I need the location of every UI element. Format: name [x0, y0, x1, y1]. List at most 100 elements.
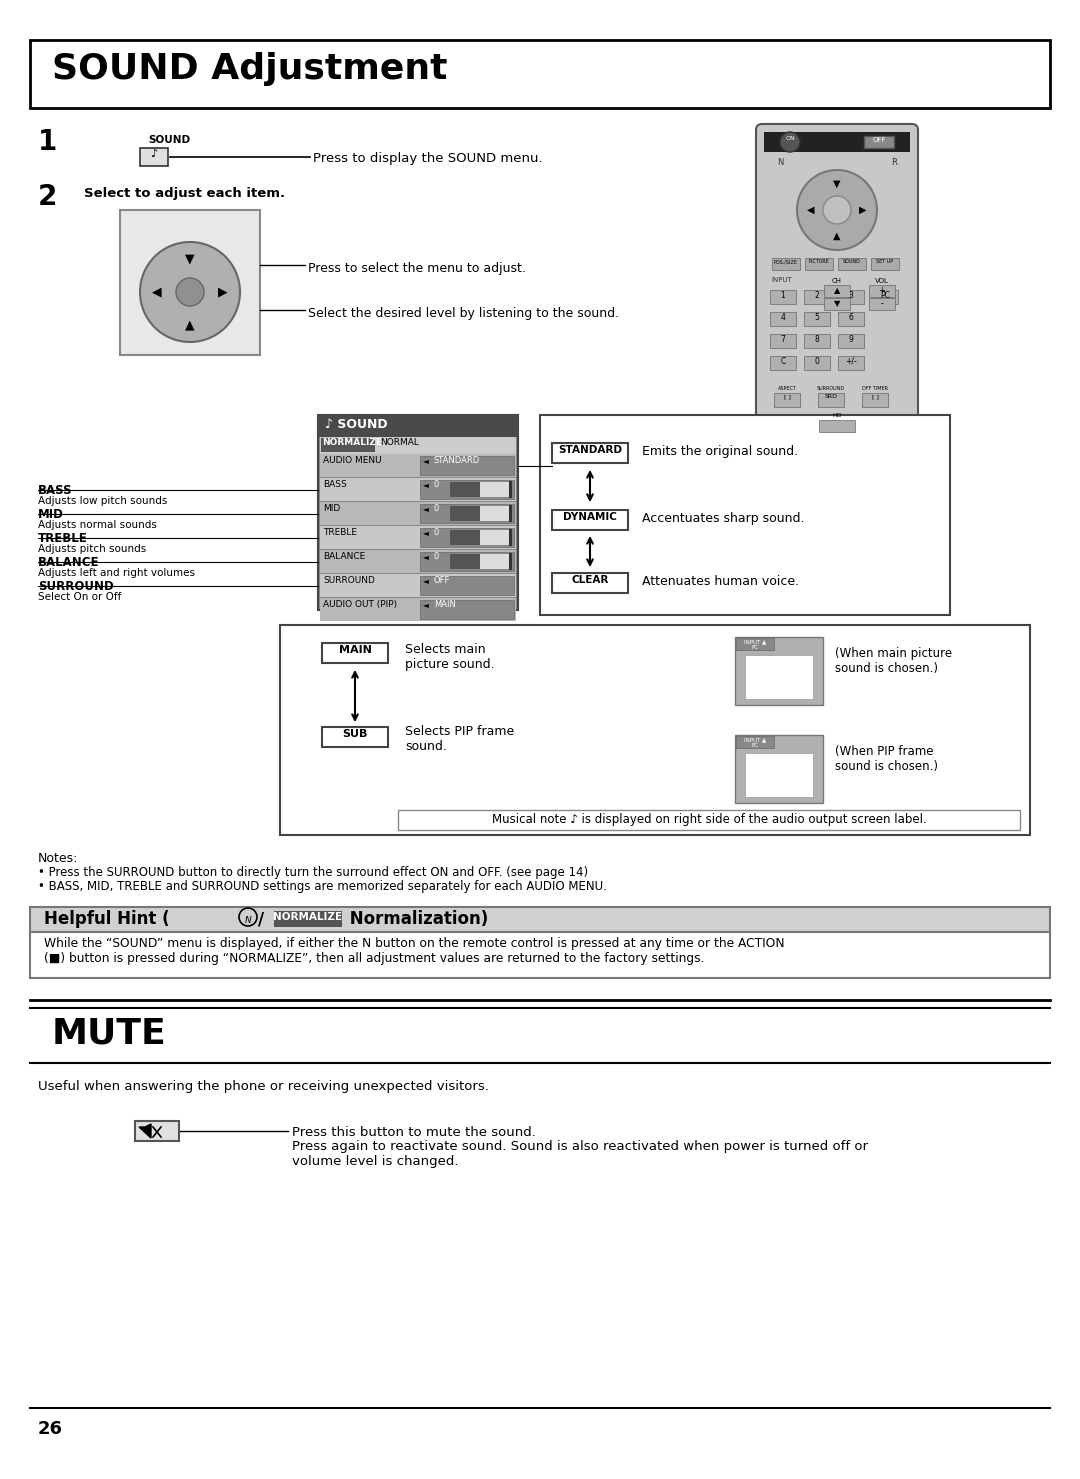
Text: ASPECT: ASPECT: [778, 386, 796, 390]
Text: MUTE: MUTE: [52, 1016, 166, 1050]
Text: 0: 0: [434, 481, 440, 490]
Bar: [320, 598, 516, 621]
Bar: [770, 334, 796, 348]
Text: MID: MID: [38, 507, 64, 521]
Text: CH: CH: [832, 278, 842, 284]
Text: [ ]: [ ]: [784, 393, 791, 399]
Circle shape: [176, 278, 204, 306]
Text: 6: 6: [849, 314, 853, 322]
Bar: [824, 297, 850, 311]
Text: ◄: ◄: [423, 552, 429, 561]
Text: 1: 1: [38, 129, 57, 155]
Bar: [30, 932, 1050, 978]
Text: Attenuates human voice.: Attenuates human voice.: [642, 575, 799, 589]
Bar: [869, 285, 895, 297]
Bar: [838, 312, 864, 325]
Text: Press this button to mute the sound.: Press this button to mute the sound.: [292, 1126, 536, 1139]
Text: • Press the SURROUND button to directly turn the surround effect ON and OFF. (se: • Press the SURROUND button to directly …: [38, 867, 589, 879]
Text: Press again to reactivate sound. Sound is also reactivated when power is turned : Press again to reactivate sound. Sound i…: [292, 1140, 868, 1168]
Bar: [140, 148, 168, 166]
Bar: [764, 132, 910, 152]
Text: 5: 5: [814, 314, 820, 322]
Text: INPUT: INPUT: [771, 277, 793, 282]
Text: 8: 8: [814, 336, 820, 345]
Bar: [552, 572, 627, 593]
Bar: [399, 810, 1020, 830]
Bar: [320, 550, 516, 572]
Bar: [322, 643, 388, 663]
Text: PICTURE: PICTURE: [809, 259, 829, 263]
Text: While the “SOUND” menu is displayed, if either the N button on the remote contro: While the “SOUND” menu is displayed, if …: [44, 938, 785, 964]
Text: 3: 3: [849, 291, 853, 300]
Bar: [772, 257, 800, 271]
Text: ▶: ▶: [860, 206, 867, 214]
Text: SOUND: SOUND: [148, 135, 190, 145]
Bar: [509, 529, 512, 546]
Polygon shape: [139, 1124, 151, 1137]
Bar: [420, 600, 514, 620]
Text: NORMALIZE: NORMALIZE: [322, 438, 382, 447]
Bar: [450, 529, 480, 544]
Text: +/-: +/-: [846, 356, 856, 365]
Bar: [318, 416, 518, 436]
Text: BALANCE: BALANCE: [38, 556, 99, 569]
Text: BASS: BASS: [38, 484, 72, 497]
Bar: [320, 527, 516, 549]
Bar: [552, 510, 627, 529]
Bar: [274, 911, 342, 927]
Bar: [872, 290, 897, 305]
Bar: [320, 436, 516, 454]
Text: MAIN: MAIN: [434, 600, 456, 609]
Bar: [322, 728, 388, 747]
Text: 9: 9: [849, 336, 853, 345]
Text: INPUT ▲: INPUT ▲: [744, 737, 766, 742]
Text: Musical note ♪ is displayed on right side of the audio output screen label.: Musical note ♪ is displayed on right sid…: [491, 813, 927, 825]
Bar: [838, 356, 864, 370]
Text: R: R: [891, 158, 896, 167]
Text: AUDIO MENU: AUDIO MENU: [323, 456, 381, 464]
Text: SET UP: SET UP: [877, 259, 893, 263]
Text: (When main picture
sound is chosen.): (When main picture sound is chosen.): [835, 646, 953, 674]
Text: 2: 2: [38, 183, 57, 211]
Text: SURROUND: SURROUND: [323, 575, 375, 586]
Bar: [838, 257, 866, 271]
Bar: [770, 356, 796, 370]
Text: SURROUND: SURROUND: [38, 580, 113, 593]
Bar: [770, 290, 796, 305]
Text: Adjusts left and right volumes: Adjusts left and right volumes: [38, 568, 195, 578]
Text: ▲: ▲: [185, 318, 194, 331]
Bar: [318, 416, 518, 609]
Text: 4: 4: [781, 314, 785, 322]
Bar: [450, 529, 510, 544]
Bar: [420, 504, 514, 524]
Bar: [774, 393, 800, 407]
Bar: [320, 478, 516, 501]
Text: SRD: SRD: [824, 393, 837, 399]
Bar: [320, 574, 516, 598]
FancyBboxPatch shape: [756, 124, 918, 436]
Text: ▼: ▼: [834, 299, 840, 308]
Text: SOUND: SOUND: [843, 259, 861, 263]
Text: ◄: ◄: [423, 504, 429, 513]
Bar: [735, 637, 774, 649]
Bar: [745, 753, 813, 797]
Text: N: N: [245, 916, 252, 924]
Text: MAIN: MAIN: [338, 645, 372, 655]
Bar: [735, 737, 774, 748]
Text: AUDIO OUT (PIP): AUDIO OUT (PIP): [323, 600, 397, 609]
Bar: [450, 506, 480, 521]
Bar: [420, 481, 514, 498]
Bar: [509, 553, 512, 569]
Bar: [30, 907, 1050, 932]
Bar: [321, 438, 375, 453]
Bar: [819, 420, 855, 432]
Text: BASS: BASS: [323, 481, 347, 490]
Text: PC: PC: [752, 742, 758, 748]
Text: CLEAR: CLEAR: [571, 575, 609, 586]
Text: 26: 26: [38, 1420, 63, 1438]
Text: Helpful Hint (: Helpful Hint (: [44, 910, 170, 927]
Text: (When PIP frame
sound is chosen.): (When PIP frame sound is chosen.): [835, 745, 939, 774]
Text: STANDARD: STANDARD: [558, 445, 622, 456]
Text: ▼: ▼: [834, 179, 840, 189]
Text: Press to display the SOUND menu.: Press to display the SOUND menu.: [313, 152, 542, 166]
